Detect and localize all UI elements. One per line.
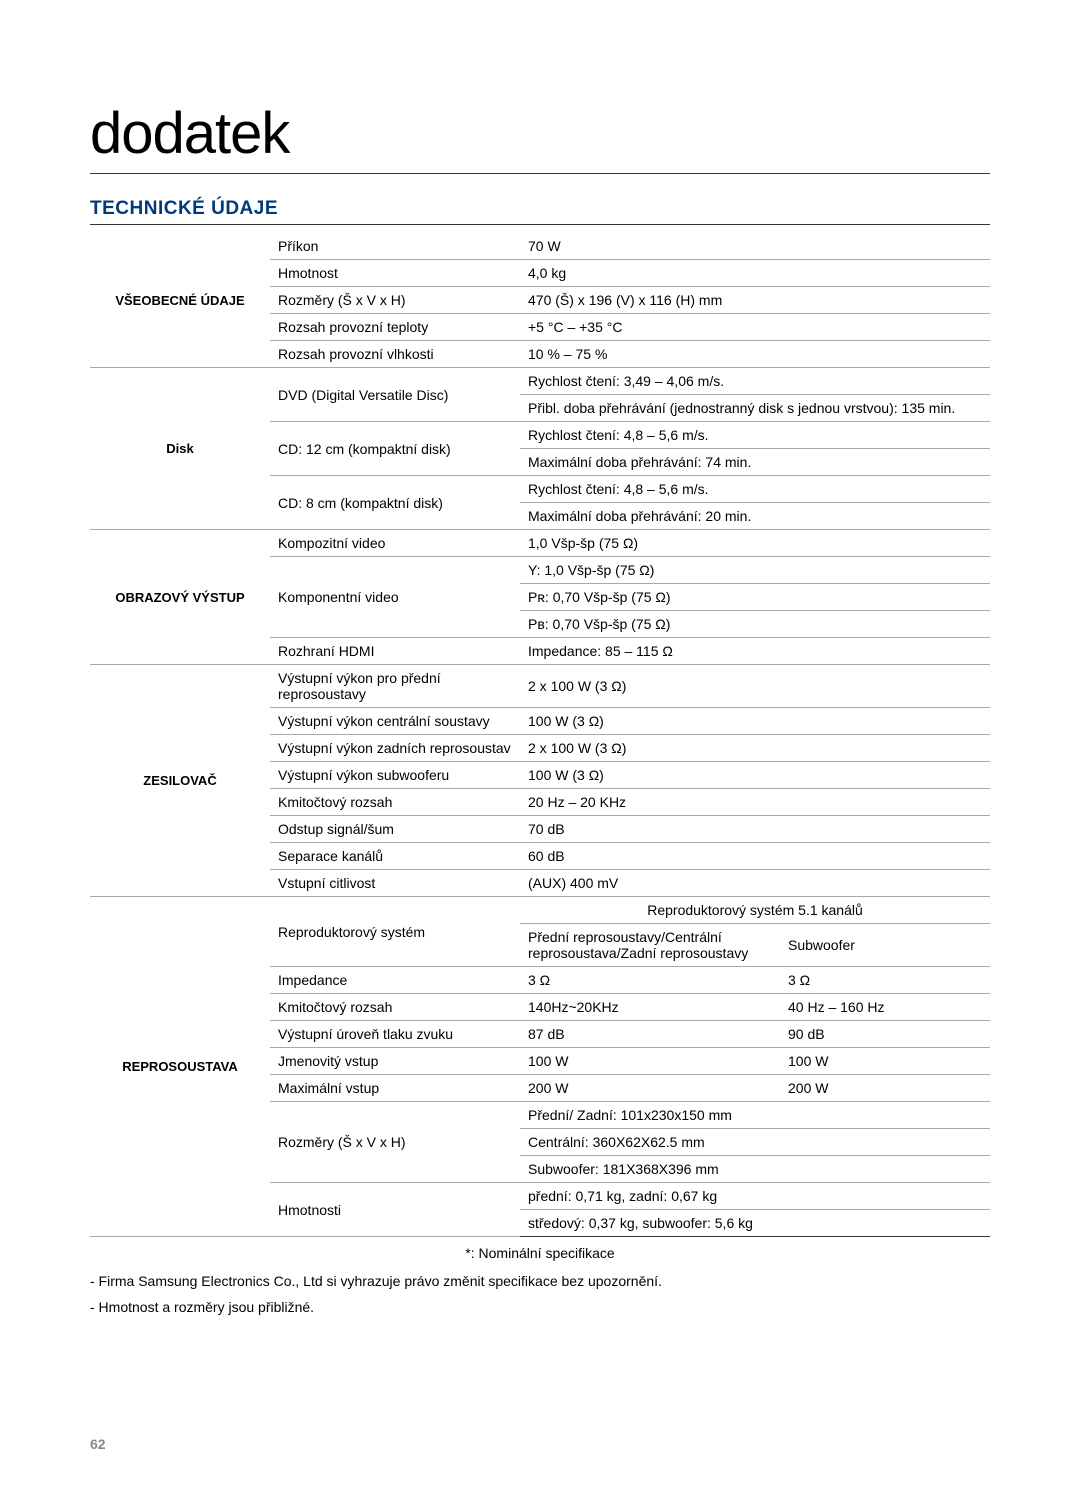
value: Pʙ: 0,70 Všp-šp (75 Ω)	[520, 611, 990, 638]
page-title: dodatek	[90, 100, 990, 174]
param: CD: 12 cm (kompaktní disk)	[270, 422, 520, 476]
param: Rozměry (Š x V x H)	[270, 1102, 520, 1183]
param: Kmitočtový rozsah	[270, 789, 520, 816]
value: 100 W (3 Ω)	[520, 708, 990, 735]
spec-table: VŠEOBECNÉ ÚDAJE Příkon 70 W Hmotnost 4,0…	[90, 233, 990, 1237]
param: Výstupní výkon subwooferu	[270, 762, 520, 789]
note-line: - Firma Samsung Electronics Co., Ltd si …	[90, 1273, 990, 1289]
param: Jmenovitý vstup	[270, 1048, 520, 1075]
value: 200 W	[520, 1075, 780, 1102]
param: Rozměry (Š x V x H)	[270, 287, 520, 314]
value: 70 W	[520, 233, 990, 260]
value: 4,0 kg	[520, 260, 990, 287]
value: Pʀ: 0,70 Všp-šp (75 Ω)	[520, 584, 990, 611]
cat-disk: Disk	[90, 368, 270, 530]
value: Rychlost čtení: 4,8 – 5,6 m/s.	[520, 476, 990, 503]
value: (AUX) 400 mV	[520, 870, 990, 897]
value: 90 dB	[780, 1021, 990, 1048]
param: Výstupní výkon centrální soustavy	[270, 708, 520, 735]
notes: - Firma Samsung Electronics Co., Ltd si …	[90, 1273, 990, 1315]
value: přední: 0,71 kg, zadní: 0,67 kg	[520, 1183, 990, 1210]
param: Vstupní citlivost	[270, 870, 520, 897]
cat-amp: ZESILOVAČ	[90, 665, 270, 897]
param: CD: 8 cm (kompaktní disk)	[270, 476, 520, 530]
value: 2 x 100 W (3 Ω)	[520, 735, 990, 762]
value: Centrální: 360X62X62.5 mm	[520, 1129, 990, 1156]
value: Subwoofer	[780, 924, 990, 967]
param: Impedance	[270, 967, 520, 994]
page-number: 62	[90, 1436, 106, 1452]
value: 200 W	[780, 1075, 990, 1102]
param: Příkon	[270, 233, 520, 260]
param: DVD (Digital Versatile Disc)	[270, 368, 520, 422]
param: Výstupní výkon pro přední reprosoustavy	[270, 665, 520, 708]
value: 40 Hz – 160 Hz	[780, 994, 990, 1021]
value: Subwoofer: 181X368X396 mm	[520, 1156, 990, 1183]
cat-general: VŠEOBECNÉ ÚDAJE	[90, 233, 270, 368]
param: Hmotnost	[270, 260, 520, 287]
value: Y: 1,0 Všp-šp (75 Ω)	[520, 557, 990, 584]
footnote: *: Nominální specifikace	[90, 1245, 990, 1261]
value: Impedance: 85 – 115 Ω	[520, 638, 990, 665]
param: Separace kanálů	[270, 843, 520, 870]
param: Rozsah provozní teploty	[270, 314, 520, 341]
param: Maximální vstup	[270, 1075, 520, 1102]
param: Rozhraní HDMI	[270, 638, 520, 665]
param: Výstupní úroveň tlaku zvuku	[270, 1021, 520, 1048]
param: Kmitočtový rozsah	[270, 994, 520, 1021]
value: 3 Ω	[520, 967, 780, 994]
value: +5 °C – +35 °C	[520, 314, 990, 341]
value: 60 dB	[520, 843, 990, 870]
value: 20 Hz – 20 KHz	[520, 789, 990, 816]
value: 140Hz~20KHz	[520, 994, 780, 1021]
param: Výstupní výkon zadních reprosoustav	[270, 735, 520, 762]
cat-video: OBRAZOVÝ VÝSTUP	[90, 530, 270, 665]
value: 2 x 100 W (3 Ω)	[520, 665, 990, 708]
value: středový: 0,37 kg, subwoofer: 5,6 kg	[520, 1210, 990, 1237]
value: Přibl. doba přehrávání (jednostranný dis…	[520, 395, 990, 422]
cat-speaker: REPROSOUSTAVA	[90, 897, 270, 1237]
value: 100 W (3 Ω)	[520, 762, 990, 789]
param: Rozsah provozní vlhkosti	[270, 341, 520, 368]
value: 3 Ω	[780, 967, 990, 994]
value: 10 % – 75 %	[520, 341, 990, 368]
param: Hmotnosti	[270, 1183, 520, 1237]
section-title: TECHNICKÉ ÚDAJE	[90, 198, 990, 225]
value: 70 dB	[520, 816, 990, 843]
value: 1,0 Všp-šp (75 Ω)	[520, 530, 990, 557]
value: 100 W	[520, 1048, 780, 1075]
param: Reproduktorový systém	[270, 897, 520, 967]
value: Maximální doba přehrávání: 74 min.	[520, 449, 990, 476]
value: Maximální doba přehrávání: 20 min.	[520, 503, 990, 530]
value: Přední reprosoustavy/Centrální reprosous…	[520, 924, 780, 967]
value: 470 (Š) x 196 (V) x 116 (H) mm	[520, 287, 990, 314]
value: 100 W	[780, 1048, 990, 1075]
param: Odstup signál/šum	[270, 816, 520, 843]
param: Kompozitní video	[270, 530, 520, 557]
value: Rychlost čtení: 4,8 – 5,6 m/s.	[520, 422, 990, 449]
value: Rychlost čtení: 3,49 – 4,06 m/s.	[520, 368, 990, 395]
value: Reproduktorový systém 5.1 kanálů	[520, 897, 990, 924]
value: Přední/ Zadní: 101x230x150 mm	[520, 1102, 990, 1129]
note-line: - Hmotnost a rozměry jsou přibližné.	[90, 1299, 990, 1315]
param: Komponentní video	[270, 557, 520, 638]
value: 87 dB	[520, 1021, 780, 1048]
